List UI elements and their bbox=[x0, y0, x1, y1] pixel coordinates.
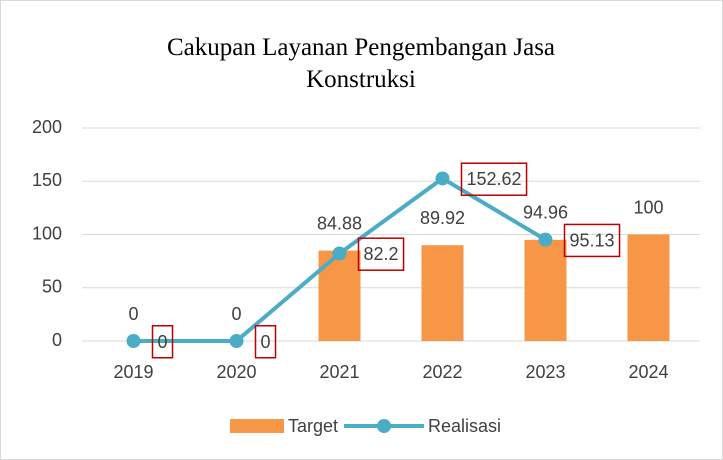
y-tick-label: 50 bbox=[42, 277, 62, 297]
data-label: 94.96 bbox=[523, 203, 568, 223]
marker bbox=[229, 334, 244, 348]
label-box bbox=[254, 325, 277, 359]
legend-label: Realisasi bbox=[428, 416, 501, 436]
data-label: 0 bbox=[231, 304, 241, 324]
label-box bbox=[460, 162, 528, 196]
label-box bbox=[151, 325, 174, 359]
legend-label: Target bbox=[288, 416, 338, 436]
x-tick-label: 2022 bbox=[422, 362, 462, 382]
legend-marker bbox=[377, 419, 392, 433]
x-tick-label: 2021 bbox=[319, 362, 359, 382]
bar bbox=[421, 245, 464, 341]
bar bbox=[524, 239, 567, 341]
label-box bbox=[357, 237, 405, 271]
data-label: 0 bbox=[128, 304, 138, 324]
bar bbox=[627, 234, 670, 341]
label-box bbox=[563, 223, 621, 258]
y-tick-label: 0 bbox=[52, 330, 62, 350]
marker bbox=[538, 232, 553, 247]
data-label: 82.2 bbox=[364, 244, 399, 264]
data-label: 152.62 bbox=[467, 169, 522, 189]
y-tick-label: 200 bbox=[32, 117, 62, 137]
x-tick-label: 2020 bbox=[216, 362, 256, 382]
chart-title: Cakupan Layanan Pengembangan Jasa Konstr… bbox=[166, 34, 556, 93]
data-label: 0 bbox=[158, 332, 168, 352]
x-tick-label: 2019 bbox=[113, 362, 153, 382]
marker bbox=[435, 171, 450, 186]
x-tick-label: 2023 bbox=[525, 362, 565, 382]
data-label: 84.88 bbox=[317, 213, 362, 233]
data-label: 95.13 bbox=[570, 230, 615, 250]
y-tick-label: 100 bbox=[32, 223, 62, 243]
marker bbox=[332, 246, 347, 261]
x-tick-label: 2024 bbox=[628, 362, 668, 382]
data-label: 89.92 bbox=[420, 208, 465, 228]
data-label: 0 bbox=[261, 332, 271, 352]
marker bbox=[126, 334, 141, 348]
data-label: 100 bbox=[633, 197, 663, 217]
y-tick-label: 150 bbox=[32, 170, 62, 190]
legend-swatch bbox=[230, 419, 284, 433]
